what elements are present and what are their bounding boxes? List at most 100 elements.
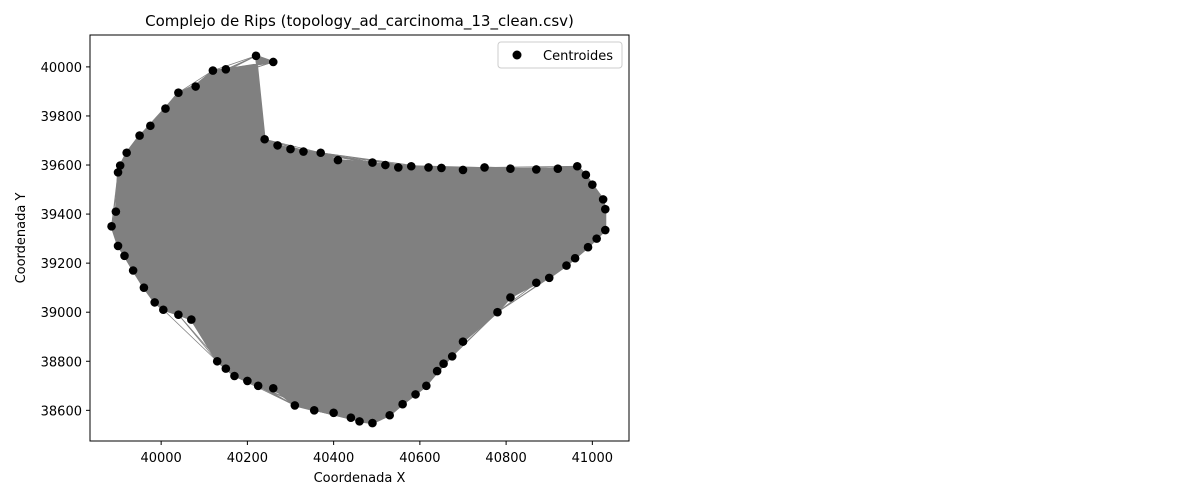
rips-edges [110,54,607,425]
rips-edge [143,287,179,315]
centroid-point [290,401,300,410]
legend: Centroides [497,41,623,69]
y-tick-label: 39200 [41,257,82,272]
rips-complex-fill [110,54,607,425]
x-tick-label: 40400 [313,451,354,466]
centroid-point [506,164,515,173]
y-tick-label: 39000 [41,306,82,321]
centroid-point [531,278,541,288]
rips-edge [557,168,593,186]
x-tick-label: 40000 [140,451,181,466]
centroid-point [600,225,610,235]
rips-edge [314,393,416,411]
y-tick-label: 39600 [41,159,82,174]
rips-edge [143,287,192,320]
centroid-point [553,164,563,173]
plot-frame [89,34,630,442]
legend-label-centroides: Centroides [543,49,613,64]
centroid-point [422,381,431,391]
y-tick-label: 39400 [41,208,82,223]
rips-edge [359,394,416,422]
centroid-point [128,266,138,275]
centroid-point [406,161,416,171]
rips-edge [591,184,598,239]
centroid-point [115,161,125,170]
centroid-point [113,168,123,177]
y-axis-ticks: 38600 38800 39000 39200 39400 39600 39800 40000 [41,61,90,419]
x-tick-label: 41000 [572,451,613,466]
centroid-point [437,163,446,173]
rips-edge [350,403,403,419]
centroid-point [107,222,116,231]
centroid-point [458,165,468,175]
centroid-points [107,51,610,428]
rips-edge [350,394,416,419]
centroid-point [600,204,610,214]
rips-edge [115,172,119,212]
centroid-point [493,307,502,317]
centroid-point [581,170,591,180]
centroid-point [159,305,168,315]
centroid-point [346,413,356,422]
rips-edge [111,172,119,227]
y-tick-label: 40000 [41,61,82,76]
rips-edge [333,403,403,414]
rips-edge [165,70,214,109]
centroid-point [212,356,222,366]
rips-edge [587,209,606,248]
rips-edge [451,311,498,357]
rips-edge [212,55,257,71]
centroid-point [150,298,159,307]
centroid-point [544,273,554,283]
centroid-point [273,141,282,150]
centroid-point [268,383,278,393]
rips-edge [190,319,218,362]
rips-edge [333,393,416,414]
centroid-point [111,207,121,216]
centroid-point [432,366,442,376]
centroid-point [329,408,338,418]
centroid-point [208,66,218,75]
rips-edge [132,270,192,320]
centroid-point [480,163,489,172]
rips-edge [178,70,214,93]
rips-edge [557,168,604,200]
centroid-point [122,148,131,158]
x-tick-label: 40200 [227,451,268,466]
rips-edge [115,152,128,212]
rips-edge [163,309,218,362]
centroid-point [286,144,295,154]
centroid-point [139,283,149,292]
rips-edge [115,211,134,271]
rips-edge [484,167,593,186]
centroid-point [146,121,155,131]
centroid-point [221,364,231,373]
rips-edge [257,385,296,406]
rips-edge [536,169,604,200]
centroid-point [572,161,582,171]
centroid-point [221,65,231,74]
centroid-point [299,147,308,156]
centroid-point [230,371,239,381]
centroid-point [161,104,170,113]
centroid-point [458,337,468,346]
centroid-point [174,310,183,319]
y-tick-label: 38800 [41,355,82,370]
rips-edge [484,165,578,168]
centroid-point [187,315,196,324]
y-tick-label: 39800 [41,110,82,125]
rips-edge [359,414,390,422]
centroid-point [191,82,200,91]
centroid-point [531,165,541,174]
rips-edge [557,168,586,176]
centroid-point [506,293,515,302]
rips-edge [337,159,373,163]
centroid-point [394,163,403,172]
centroid-point [588,180,597,189]
centroid-point [592,234,601,243]
rips-edge [587,184,593,248]
rips-edge [132,270,179,315]
centroid-point [135,131,144,140]
y-axis-label: Coordenada Y [14,193,29,284]
